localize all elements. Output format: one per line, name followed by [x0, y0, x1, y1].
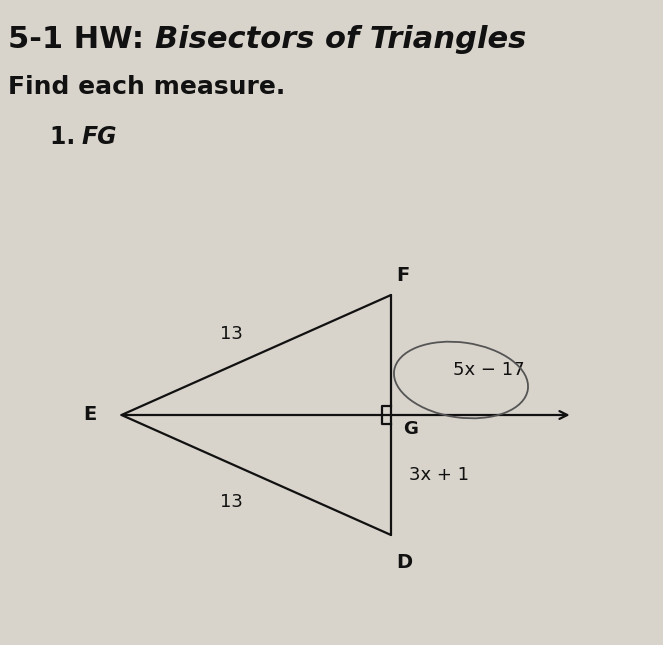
Text: F: F — [396, 266, 409, 285]
Text: Bisectors of Triangles: Bisectors of Triangles — [155, 25, 526, 54]
Text: 5-1 HW:: 5-1 HW: — [8, 25, 154, 54]
Text: 13: 13 — [220, 325, 243, 343]
Text: 13: 13 — [220, 493, 243, 511]
Text: FG: FG — [82, 125, 117, 149]
Text: 1.: 1. — [50, 125, 84, 149]
Text: D: D — [396, 553, 412, 572]
Text: G: G — [403, 420, 418, 438]
Text: Find each measure.: Find each measure. — [8, 75, 285, 99]
Text: 3x + 1: 3x + 1 — [409, 466, 469, 484]
Text: 5x − 17: 5x − 17 — [453, 361, 524, 379]
Text: E: E — [84, 406, 97, 424]
